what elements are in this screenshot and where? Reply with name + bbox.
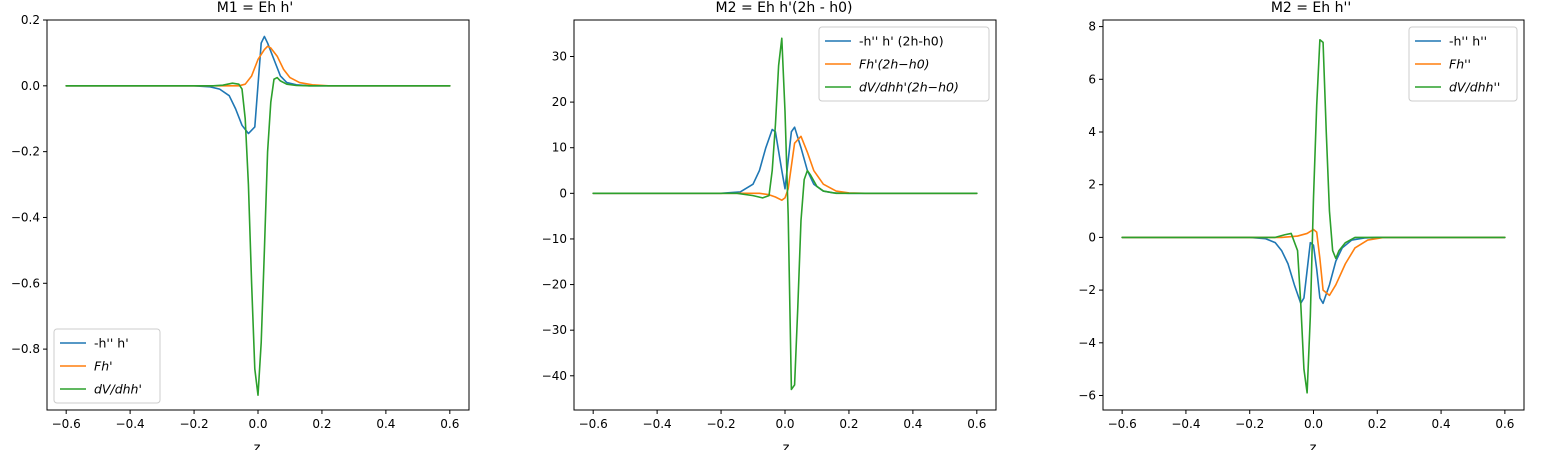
x-tick-label: −0.2	[1235, 417, 1264, 431]
x-tick-label: −0.4	[116, 417, 145, 431]
x-tick-label: 0.6	[1495, 417, 1514, 431]
y-tick-label: 2	[1088, 178, 1096, 192]
panel-title: M2 = Eh h''	[1271, 0, 1351, 16]
series-line-3	[592, 37, 978, 391]
y-tick-label: −30	[542, 323, 567, 337]
series-line-3	[1121, 38, 1506, 394]
series-line-1	[65, 35, 451, 135]
x-tick-label: −0.4	[1171, 417, 1200, 431]
legend-box	[53, 328, 161, 404]
legend-label: Fh'	[94, 359, 113, 374]
x-tick-label: −0.6	[52, 417, 81, 431]
series-line-2	[65, 45, 451, 87]
legend-box	[818, 26, 990, 102]
legend-label: -h'' h'	[94, 336, 129, 351]
panel-title: M2 = Eh h'(2h - h0)	[716, 0, 853, 16]
x-axis-label: z	[783, 441, 790, 450]
x-tick-label: 0.2	[839, 417, 858, 431]
x-tick-label: 0.4	[903, 417, 922, 431]
y-tick-label: −0.2	[11, 145, 40, 159]
y-tick-label: −0.6	[11, 276, 40, 290]
x-tick-label: 0.2	[312, 417, 331, 431]
y-tick-label: 30	[552, 49, 567, 63]
x-tick-label: −0.2	[706, 417, 735, 431]
legend: -h'' h'' Fh'' dV/dhh''	[1408, 26, 1518, 102]
y-tick-label: −20	[542, 278, 567, 292]
y-tick-label: −4	[1078, 336, 1096, 350]
x-tick-label: −0.4	[643, 417, 672, 431]
y-tick-label: −6	[1078, 389, 1096, 403]
x-tick-label: −0.2	[179, 417, 208, 431]
x-tick-label: 0.6	[967, 417, 986, 431]
x-tick-label: −0.6	[579, 417, 608, 431]
y-tick-label: 0.0	[21, 79, 40, 93]
y-tick-label: 6	[1088, 72, 1096, 86]
x-tick-label: 0.0	[1304, 417, 1323, 431]
legend-box	[1408, 26, 1518, 102]
legend-label: dV/dhh'(2h−h0)	[859, 80, 959, 95]
y-tick-label: 0	[1088, 230, 1096, 244]
series-line-1	[1121, 236, 1506, 305]
x-tick-label: 0.2	[1368, 417, 1387, 431]
legend-label: dV/dhh'	[94, 382, 142, 397]
legend-label: Fh''	[1449, 57, 1471, 72]
legend-label: dV/dhh''	[1449, 80, 1500, 95]
x-tick-label: 0.4	[376, 417, 395, 431]
x-tick-label: 0.4	[1432, 417, 1451, 431]
x-axis-label: z	[254, 441, 261, 450]
legend-label: Fh'(2h−h0)	[859, 57, 930, 72]
plot-area: −0.6 −0.4 −0.2 0.0 0.2 0.4 0.6 −40 −30 −20 −10 0 10 2…	[542, 19, 997, 431]
y-tick-label: 10	[552, 141, 567, 155]
y-tick-label: −0.4	[11, 210, 40, 224]
y-tick-label: 20	[552, 95, 567, 109]
x-tick-label: 0.0	[248, 417, 267, 431]
y-tick-label: 0.2	[21, 13, 40, 27]
legend-label: -h'' h''	[1449, 34, 1487, 49]
panel-m2-b: M2 = Eh h'' −0.6 −0.4 −0.2 0.0 0.2 0.4 0.6 −6 −4…	[1078, 0, 1525, 450]
panel-m2-a: M2 = Eh h'(2h - h0) −0.6 −0.4 −0.2 0.0 0.2 0.…	[542, 0, 997, 450]
y-tick-label: 4	[1088, 125, 1096, 139]
legend: -h'' h' (2h-h0) Fh'(2h−h0) dV/dhh'(2h−h0)	[818, 26, 990, 102]
y-tick-label: 8	[1088, 20, 1096, 34]
panel-title: M1 = Eh h'	[217, 0, 294, 16]
y-tick-label: −0.8	[11, 342, 40, 356]
x-tick-label: −0.6	[1108, 417, 1137, 431]
y-tick-label: 0	[559, 186, 567, 200]
x-axis-label: z	[1310, 441, 1317, 450]
series-line-2	[1121, 228, 1506, 297]
plot-area: −0.6 −0.4 −0.2 0.0 0.2 0.4 0.6 −6 −4 −2 0 2 4 6 8 -h'' …	[1078, 19, 1525, 431]
series-line-3	[65, 76, 451, 396]
legend: -h'' h' Fh' dV/dhh'	[53, 328, 161, 404]
y-tick-label: −40	[542, 369, 567, 383]
y-tick-label: −10	[542, 232, 567, 246]
series-line-2	[592, 135, 978, 201]
x-tick-label: 0.0	[775, 417, 794, 431]
x-tick-label: 0.6	[440, 417, 459, 431]
y-tick-label: −2	[1078, 283, 1096, 297]
plot-area: −0.6 −0.4 −0.2 0.0 0.2 0.4 0.6 −0.8 −0.6 −0.4 −0.2…	[11, 13, 470, 431]
panel-m1: M1 = Eh h' −0.6 −0.4 −0.2 0.0 0.2 0.4 0.6−0.8−…	[11, 0, 470, 450]
legend-label: -h'' h' (2h-h0)	[859, 34, 944, 49]
